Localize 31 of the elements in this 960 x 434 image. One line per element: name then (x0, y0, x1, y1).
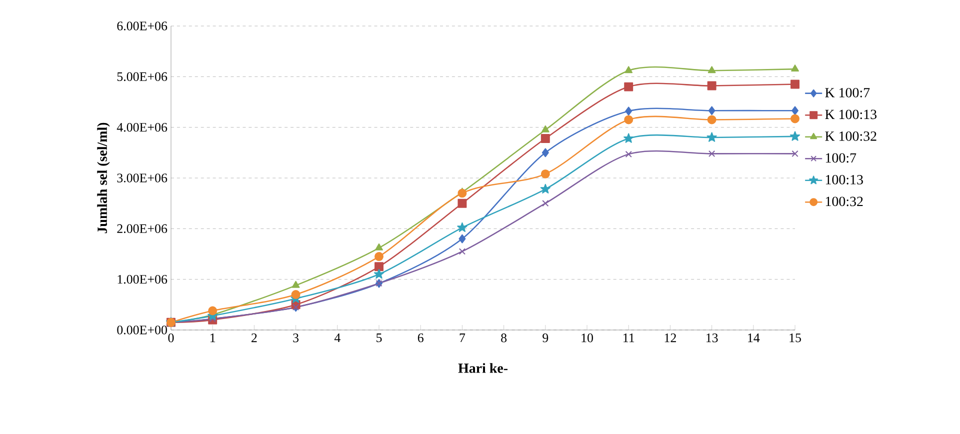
legend-label: 100:7 (826, 153, 856, 163)
legend-label: K 100:32 (825, 131, 876, 141)
y-tick-label: 0.00E+00 (117, 326, 167, 334)
x-tick-label: 3 (293, 334, 299, 342)
x-axis-title: Hari ke- (458, 363, 508, 373)
legend-label: 100:13 (826, 174, 863, 184)
x-tick-label: 11 (624, 334, 634, 342)
legend-label: K 100:7 (825, 88, 870, 98)
legend-label: 100:32 (826, 196, 863, 206)
legend-label: K 100:13 (825, 110, 876, 120)
y-tick-label: 3.00E+06 (117, 174, 168, 182)
x-tick-label: 10 (582, 334, 593, 342)
y-tick-label: 6.00E+06 (117, 22, 168, 30)
x-tick-label: 7 (460, 334, 466, 342)
x-tick-label: 9 (542, 334, 548, 342)
x-tick-label: 12 (664, 334, 676, 342)
x-tick-label: 4 (334, 334, 340, 342)
x-tick-label: 6 (418, 334, 424, 342)
y-tick-label: 5.00E+06 (117, 72, 168, 82)
y-axis-title: Jumlah sel (sel/ml) (97, 122, 110, 234)
x-tick-label: 2 (252, 334, 257, 342)
x-tick-label: 14 (748, 334, 760, 342)
x-tick-label: 1 (210, 334, 216, 342)
y-tick-label: 1.00E+06 (118, 274, 168, 284)
y-tick-label: 2.00E+06 (117, 224, 168, 234)
y-tick-label: 4.00E+06 (116, 122, 168, 132)
x-tick-label: 5 (376, 334, 382, 342)
x-tick-label: 13 (706, 334, 718, 342)
x-tick-label: 15 (790, 334, 801, 342)
x-tick-label: 0 (168, 334, 174, 342)
x-tick-label: 8 (501, 334, 507, 342)
